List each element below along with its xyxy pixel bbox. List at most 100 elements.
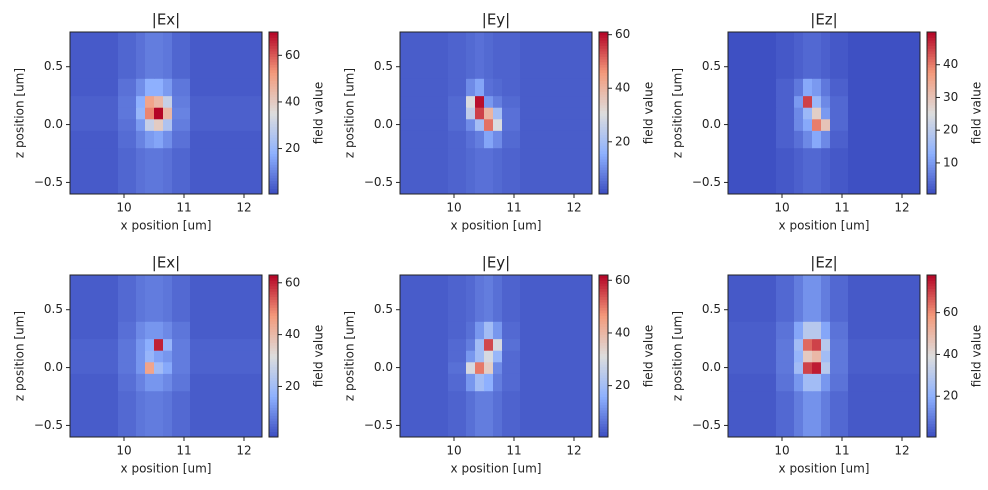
colorbar-segment (269, 337, 278, 341)
heatmap-cell (812, 130, 822, 149)
heatmap-cell (502, 107, 521, 120)
y-tick-label: 0.0 (44, 117, 63, 131)
y-tick-label: −0.5 (692, 175, 721, 189)
colorbar-segment (599, 88, 608, 92)
heatmap-cell (154, 390, 164, 438)
colorbar-segment (927, 323, 936, 327)
colorbar-segment (927, 77, 936, 82)
colorbar-segment (269, 75, 278, 79)
heatmap-cell (728, 118, 777, 131)
heatmap-cell (848, 32, 921, 79)
colorbar-segment (269, 142, 278, 146)
colorbar-segment (599, 275, 608, 279)
colorbar-segment (927, 183, 936, 187)
colorbar-segment (599, 420, 608, 424)
heatmap-cell (190, 373, 263, 392)
colorbar-segment (599, 361, 608, 365)
colorbar-segment (599, 56, 608, 60)
heatmap-cell (728, 350, 777, 363)
colorbar-tick-label: 60 (285, 48, 300, 62)
heatmap-cell (475, 147, 485, 195)
colorbar-segment (927, 283, 936, 287)
colorbar-segment (599, 372, 608, 376)
colorbar-segment (269, 169, 278, 173)
colorbar-segment (269, 380, 278, 384)
colorbar-segment (927, 404, 936, 408)
colorbar-segment (599, 83, 608, 87)
heatmap-cell (136, 390, 146, 438)
colorbar-segment (599, 404, 608, 408)
heatmap-cell (145, 95, 155, 108)
colorbar-segment (269, 188, 278, 192)
colorbar-segment (927, 50, 936, 55)
heatmap-cell (493, 338, 503, 351)
heatmap-cell (776, 275, 795, 322)
heatmap-cell (172, 361, 191, 374)
heatmap-cell (118, 118, 137, 131)
heatmap-cell (484, 338, 494, 351)
colorbar-segment (599, 37, 608, 41)
heatmap-cell (803, 361, 813, 374)
colorbar-segment (269, 350, 278, 354)
colorbar-segment (599, 118, 608, 122)
heatmap-cell (475, 95, 485, 108)
colorbar-segment (927, 374, 936, 379)
heatmap-cell (812, 95, 822, 108)
colorbar-segment (927, 172, 936, 176)
colorbar-segment (599, 80, 608, 84)
colorbar-segment (599, 172, 608, 176)
colorbar-segment (927, 69, 936, 73)
colorbar-segment (599, 331, 608, 335)
heatmap-cell (70, 275, 119, 322)
colorbar-segment (927, 364, 936, 368)
heatmap-cell (776, 107, 795, 120)
heatmap-cell (821, 107, 831, 120)
colorbar-segment (927, 285, 936, 289)
heatmap-cell (484, 373, 494, 392)
heatmap-cell (493, 107, 503, 120)
colorbar-segment (599, 72, 608, 76)
colorbar-segment (599, 169, 608, 173)
colorbar-segment (927, 177, 936, 181)
colorbar-segment (599, 129, 608, 133)
heatmap-cell (400, 32, 449, 79)
axes-frame (727, 274, 921, 438)
colorbar-segment (599, 342, 608, 346)
y-tick-label: 0.0 (374, 360, 393, 374)
heatmap-cell (520, 130, 593, 149)
colorbar-segment (927, 326, 936, 330)
colorbar-segment (927, 361, 936, 365)
y-tick-label: 0.5 (702, 302, 721, 316)
colorbar-segment (927, 431, 936, 435)
heatmap-cell (794, 32, 804, 79)
colorbar-segment (269, 34, 278, 38)
colorbar-segment (927, 412, 936, 416)
colorbar-segment (269, 369, 278, 373)
panel-title: |Ez| (810, 254, 837, 272)
heatmap-cell (848, 321, 921, 340)
colorbar-segment (599, 426, 608, 430)
colorbar-segment (599, 164, 608, 168)
heatmap-cell (803, 118, 813, 131)
x-axis-label: x position [um] (121, 219, 212, 233)
heatmap-cell (830, 390, 849, 438)
heatmap-cell (520, 350, 593, 363)
colorbar-segment (269, 191, 278, 195)
heatmap-cell (794, 275, 804, 322)
heatmap-cell (190, 32, 263, 79)
heatmap-cell (466, 321, 476, 340)
colorbar-segment (599, 45, 608, 49)
colorbar-segment (269, 288, 278, 292)
heatmap-cell (821, 350, 831, 363)
heatmap-cell (118, 338, 137, 351)
heatmap-cell (136, 130, 146, 149)
y-axis-label: z position [um] (671, 68, 685, 158)
colorbar-segment (269, 137, 278, 141)
colorbar-segment (269, 412, 278, 416)
colorbar-segment (599, 145, 608, 149)
y-tick-label: −0.5 (364, 175, 393, 189)
colorbar-segment (269, 180, 278, 184)
colorbar-segment (927, 299, 936, 303)
colorbar-segment (269, 334, 278, 338)
heatmap-cell (812, 373, 822, 392)
